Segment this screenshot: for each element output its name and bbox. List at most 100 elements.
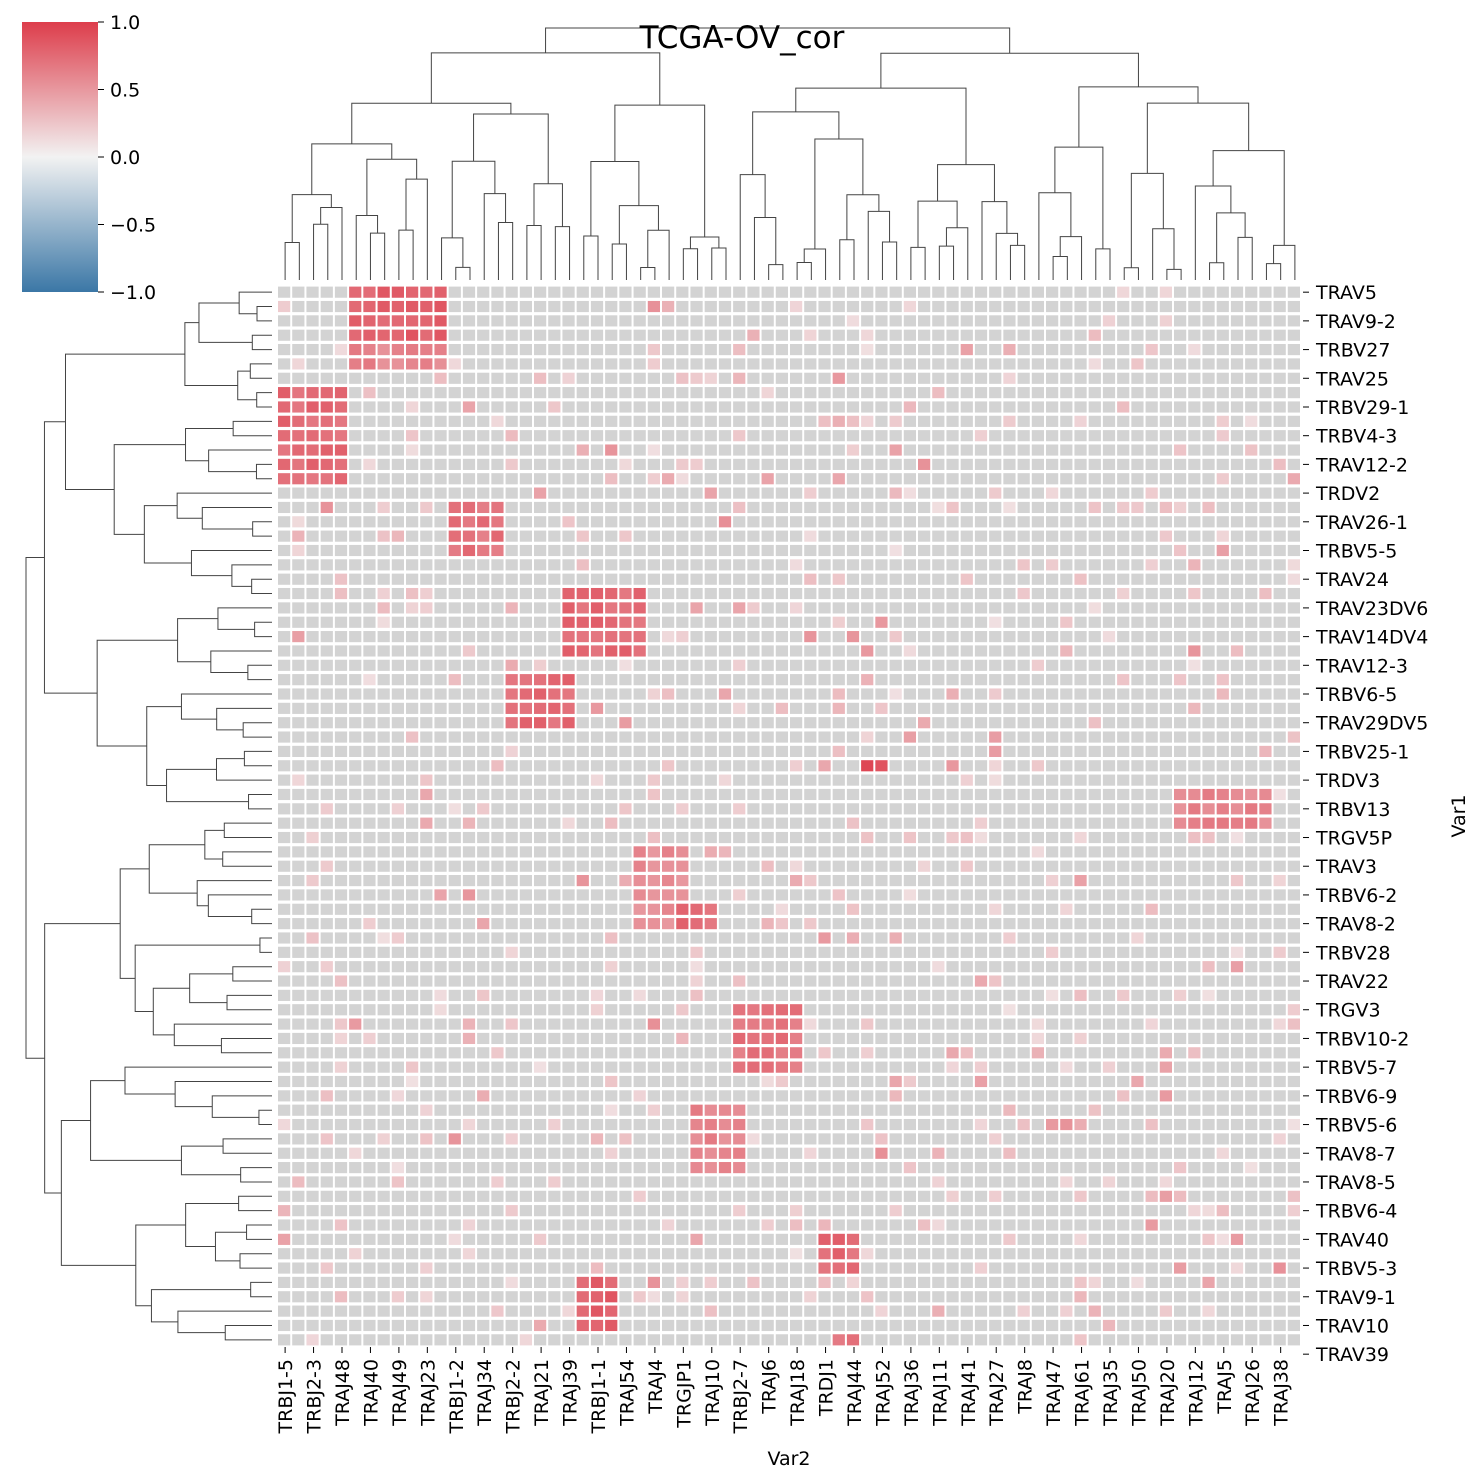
heatmap-cell [349,1176,362,1188]
heatmap-cell [761,1047,774,1059]
heatmap-cell [1230,1219,1244,1231]
heatmap-cell [790,860,803,872]
heatmap-cell [363,1205,376,1217]
heatmap-cell [946,975,959,987]
heatmap-cell [505,401,518,413]
heatmap-cell [775,1133,788,1145]
heatmap-cell [818,329,831,341]
heatmap-cell [818,645,831,657]
heatmap-cell [861,1190,874,1202]
heatmap-cell [960,616,973,628]
heatmap-cell [334,573,348,585]
heatmap-cell [619,387,632,399]
heatmap-cell [278,1075,291,1088]
heatmap-cell [946,961,959,973]
heatmap-cell [477,1047,490,1059]
heatmap-cell [718,674,732,686]
heatmap-cell [875,674,888,686]
heatmap-cell [704,415,717,427]
heatmap-cell [761,1090,774,1102]
heatmap-cell [562,1004,575,1016]
heatmap-cell [1031,1233,1044,1245]
heatmap-cell [576,918,589,930]
heatmap-cell [647,530,660,542]
heatmap-cell [1273,473,1286,485]
heatmap-cell [960,300,973,313]
heatmap-cell [960,530,973,542]
heatmap-cell [576,817,589,829]
heatmap-cell [918,860,931,872]
heatmap-cell [804,1061,817,1073]
heatmap-cell [832,1162,845,1174]
heatmap-cell [1245,1075,1258,1088]
heatmap-cell [1245,788,1258,801]
heatmap-cell [1145,315,1158,327]
heatmap-cell [1102,573,1116,585]
heatmap-cell [406,788,419,801]
heatmap-cell [1088,329,1101,341]
heatmap-cell [1273,1061,1286,1073]
heatmap-cell [946,817,959,829]
heatmap-cell [761,989,774,1001]
heatmap-cell [1117,846,1130,858]
heatmap-cell [818,702,831,714]
heatmap-cell [1031,458,1044,470]
heatmap-cell [320,1004,333,1016]
heatmap-cell [1159,1047,1172,1059]
heatmap-cell [960,788,973,801]
heatmap-cell [804,659,817,671]
heatmap-cell [946,344,959,356]
heatmap-cell [832,544,845,557]
heatmap-cell [704,860,717,872]
heatmap-cell [462,487,476,499]
heatmap-cell [761,1004,774,1016]
heatmap-cell [377,946,390,958]
heatmap-cell [349,300,362,313]
heatmap-cell [420,1061,433,1073]
heatmap-cell [662,702,675,714]
heatmap-cell [1102,1219,1116,1231]
heatmap-cell [790,573,803,585]
heatmap-cell [1188,1004,1201,1016]
heatmap-cell [406,860,419,872]
heatmap-cell [1159,803,1172,815]
heatmap-cell [477,846,490,858]
heatmap-cell [889,659,902,671]
heatmap-cell [619,1032,632,1045]
heatmap-cell [662,932,675,944]
heatmap-cell [733,788,746,801]
heatmap-cell [519,702,532,714]
heatmap-cell [761,329,774,341]
heatmap-cell [918,1205,931,1217]
heatmap-cell [1145,645,1158,657]
heatmap-cell [406,1190,419,1202]
heatmap-cell [1202,602,1215,614]
heatmap-cell [974,846,988,858]
heatmap-cell [448,473,461,485]
heatmap-cell [1273,717,1286,729]
heatmap-cell [1202,473,1215,485]
heatmap-cell [690,975,703,987]
heatmap-cell [406,1032,419,1045]
heatmap-cell [1230,473,1244,485]
heatmap-cell [903,329,916,341]
heatmap-cell [989,1118,1002,1131]
heatmap-cell [406,286,419,298]
heatmap-cell [846,745,860,757]
heatmap-cell [704,903,717,915]
heatmap-cell [974,387,988,399]
heatmap-cell [420,989,433,1001]
heatmap-cell [946,487,959,499]
heatmap-cell [491,573,504,585]
heatmap-cell [1060,961,1073,973]
heatmap-cell [462,1176,476,1188]
heatmap-cell [306,889,319,901]
heatmap-cell [1259,702,1272,714]
heatmap-cell [548,903,561,915]
heatmap-cell [306,1090,319,1102]
heatmap-cell [605,831,618,844]
heatmap-cell [1060,444,1073,456]
heatmap-cell [462,803,476,815]
heatmap-cell [619,1176,632,1188]
heatmap-cell [448,401,461,413]
